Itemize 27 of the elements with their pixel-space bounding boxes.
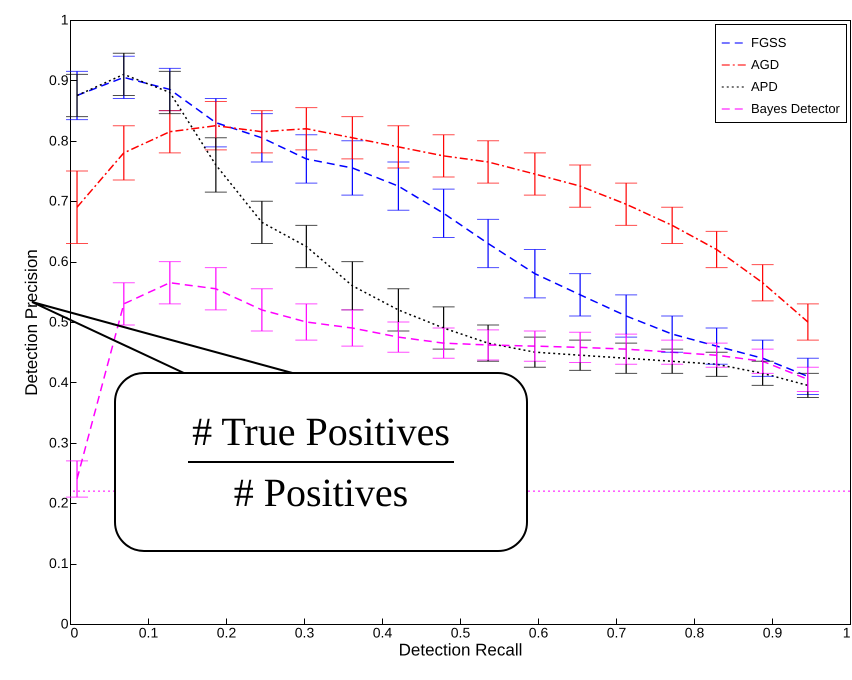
y-tick-label: 0.7 bbox=[49, 192, 69, 209]
y-tick-label: 0.3 bbox=[49, 434, 69, 450]
x-tick-label: 0.8 bbox=[684, 624, 704, 640]
y-tick-label: 0.1 bbox=[49, 555, 69, 572]
x-axis-title: Detection Recall bbox=[398, 640, 522, 660]
y-tick-label: 0.4 bbox=[49, 374, 69, 390]
x-tick-label: 0.2 bbox=[216, 624, 236, 640]
annotation: # Positives bbox=[234, 469, 408, 516]
y-tick-label: 1 bbox=[60, 12, 69, 28]
x-tick-label: 0.3 bbox=[294, 624, 314, 640]
x-tick-label: 0.7 bbox=[606, 624, 626, 640]
y-axis-title: Detection Precision bbox=[22, 249, 42, 396]
legend-label: FGSS bbox=[751, 35, 787, 50]
x-tick-label: 1 bbox=[842, 624, 851, 640]
annotation: # True Positives bbox=[188, 408, 454, 463]
x-tick-label: 0.9 bbox=[762, 624, 782, 640]
y-tick-label: 0.6 bbox=[49, 253, 69, 270]
y-tick-label: 0.2 bbox=[49, 494, 69, 511]
x-tick-label: 0.5 bbox=[450, 624, 470, 640]
x-tick-label: 0.4 bbox=[372, 624, 392, 640]
y-tick-label: 0.8 bbox=[49, 132, 69, 148]
x-tick-label: 0.1 bbox=[138, 624, 158, 640]
y-tick-label: 0.9 bbox=[49, 72, 69, 88]
legend-label: APD bbox=[751, 79, 778, 94]
legend-label: AGD bbox=[751, 57, 780, 72]
legend-label: Bayes Detector bbox=[751, 101, 841, 116]
x-tick-label: 0.6 bbox=[528, 624, 548, 640]
